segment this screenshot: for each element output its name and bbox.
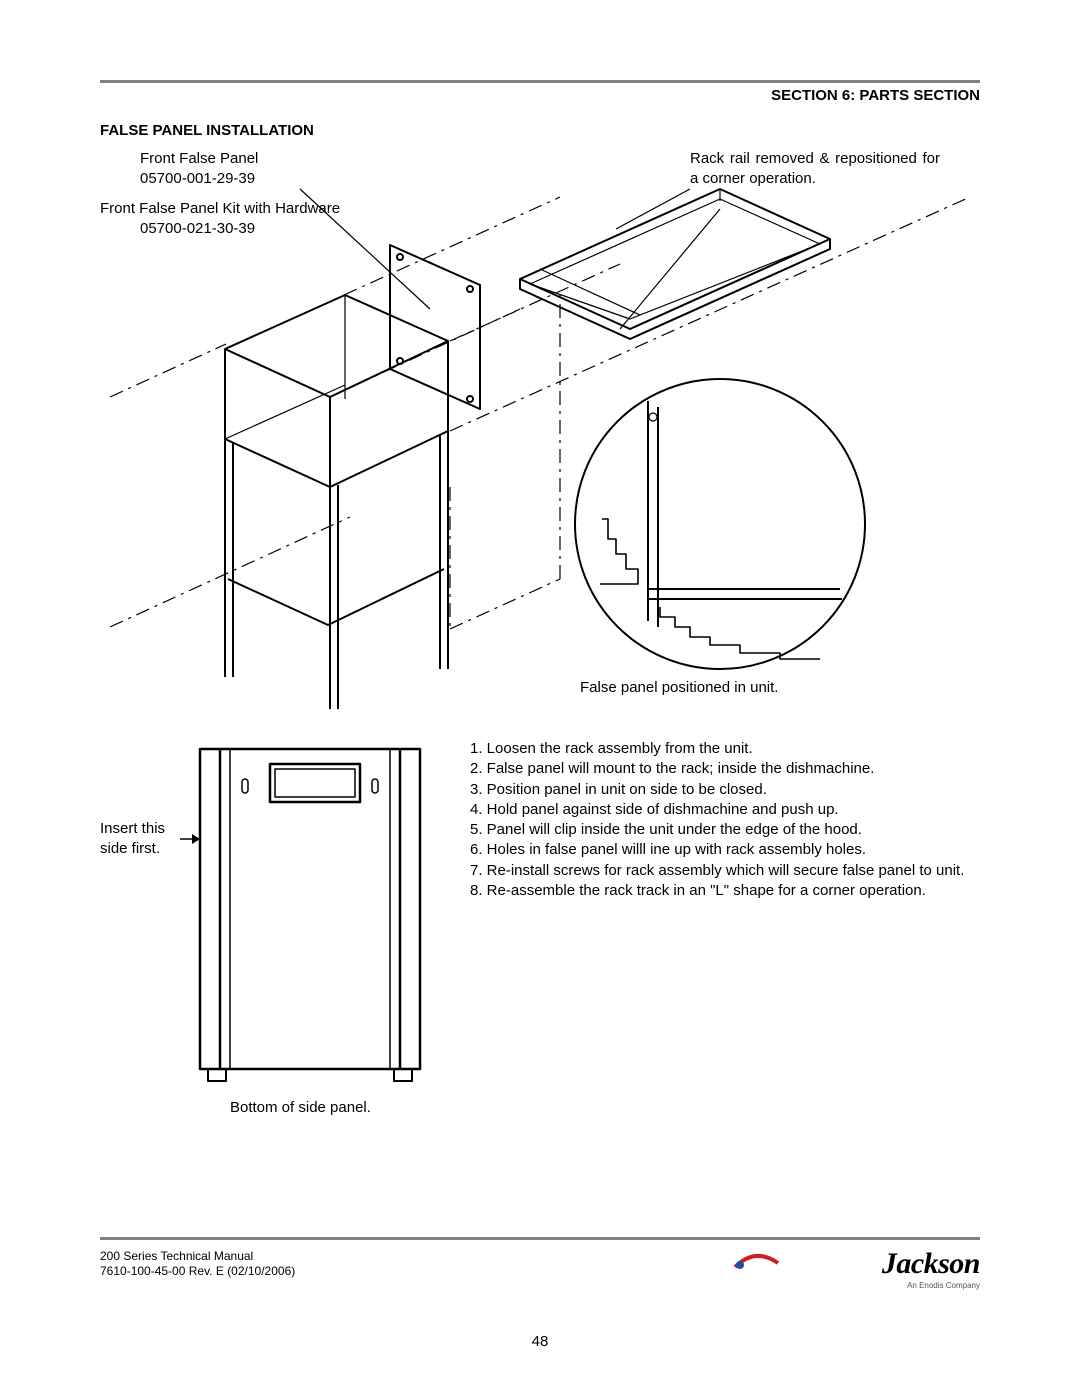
iso-drawing xyxy=(100,149,980,709)
footer-text: 200 Series Technical Manual 7610-100-45-… xyxy=(100,1249,295,1280)
page-number: 48 xyxy=(532,1333,549,1350)
page-container: SECTION 6: PARTS SECTION FALSE PANEL INS… xyxy=(100,80,980,1320)
footer-rule xyxy=(100,1237,980,1240)
logo-sub: An Enodis Company xyxy=(882,1281,980,1290)
lower-area: Insert this side first. xyxy=(100,729,980,1189)
section-title: SECTION 6: PARTS SECTION xyxy=(100,87,980,104)
footer-line2: 7610-100-45-00 Rev. E (02/10/2006) xyxy=(100,1264,295,1280)
instruction-item: 3. Position panel in unit on side to be … xyxy=(470,780,970,800)
instruction-item: 2. False panel will mount to the rack; i… xyxy=(470,759,970,779)
iso-diagram-area: Front False Panel 05700-001-29-39 Front … xyxy=(100,149,980,709)
insert-line2: side first. xyxy=(100,839,165,859)
logo-block: Jackson An Enodis Company xyxy=(882,1247,980,1290)
instruction-item: 5. Panel will clip inside the unit under… xyxy=(470,820,970,840)
insert-side-label: Insert this side first. xyxy=(100,819,165,860)
flat-panel-drawing xyxy=(180,729,440,1099)
detail-caption: False panel positioned in unit. xyxy=(580,679,778,696)
insert-line1: Insert this xyxy=(100,819,165,839)
sub-title: FALSE PANEL INSTALLATION xyxy=(100,122,980,139)
header-rule xyxy=(100,80,980,83)
instruction-item: 8. Re-assemble the rack track in an "L" … xyxy=(470,881,970,901)
instructions-block: 1. Loosen the rack assembly from the uni… xyxy=(470,739,970,901)
bottom-panel-label: Bottom of side panel. xyxy=(230,1099,371,1116)
instruction-item: 1. Loosen the rack assembly from the uni… xyxy=(470,739,970,759)
logo-main: Jackson xyxy=(882,1247,980,1281)
footer-line1: 200 Series Technical Manual xyxy=(100,1249,295,1265)
instruction-item: 4. Hold panel against side of dishmachin… xyxy=(470,800,970,820)
logo-swoosh-icon xyxy=(730,1245,870,1285)
instruction-item: 7. Re-install screws for rack assembly w… xyxy=(470,861,970,881)
instruction-item: 6. Holes in false panel willl ine up wit… xyxy=(470,840,970,860)
instructions-list: 1. Loosen the rack assembly from the uni… xyxy=(470,739,970,901)
